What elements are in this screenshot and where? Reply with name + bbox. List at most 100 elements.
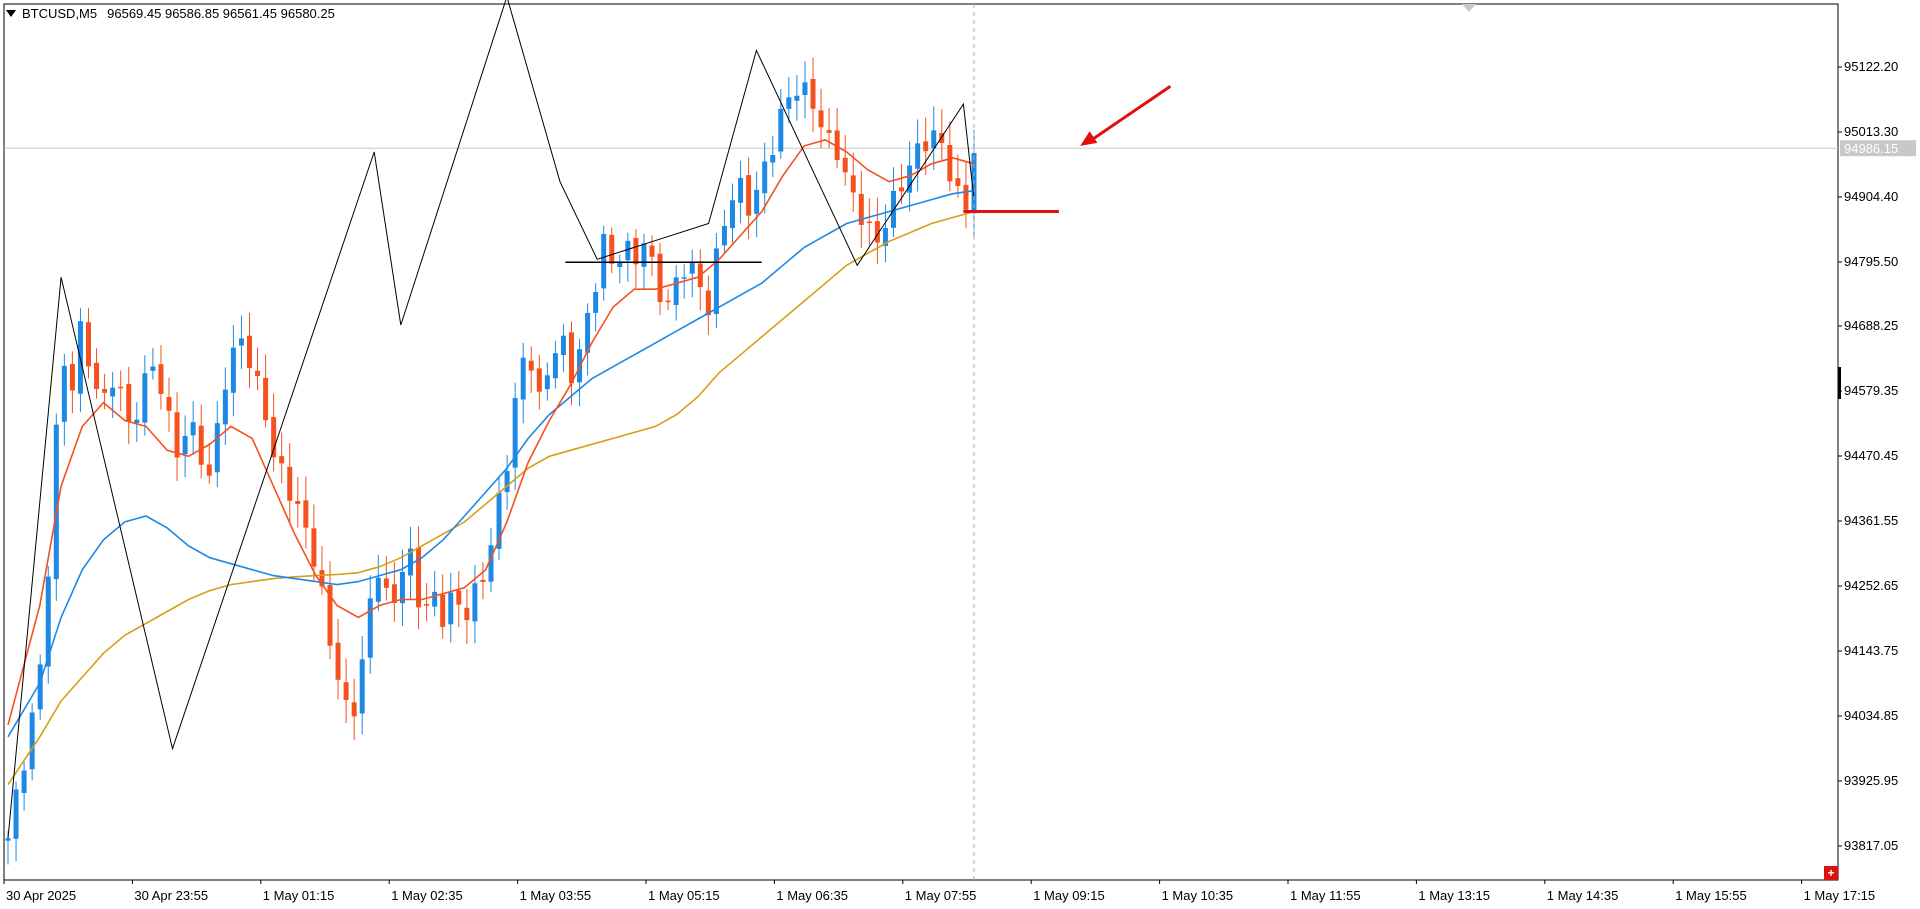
- candle-body: [512, 398, 518, 468]
- candle-body: [142, 373, 148, 423]
- time-tick-label: 30 Apr 2025: [6, 888, 76, 903]
- candle-body: [488, 545, 494, 582]
- price-tick-label: 93925.95: [1844, 773, 1898, 788]
- candle-body: [432, 591, 438, 607]
- price-tick-label: 93817.05: [1844, 838, 1898, 853]
- time-tick-label: 1 May 15:55: [1675, 888, 1747, 903]
- chart-header: BTCUSD,M5 96569.45 96586.85 96561.45 965…: [6, 6, 335, 21]
- candle-body: [520, 357, 526, 400]
- candle-body: [61, 365, 67, 422]
- candle-body: [810, 79, 816, 109]
- candle-body: [134, 419, 140, 424]
- candle-body: [53, 424, 59, 580]
- time-tick-label: 1 May 10:35: [1162, 888, 1234, 903]
- time-tick-label: 1 May 03:55: [520, 888, 592, 903]
- candle-body: [238, 338, 244, 346]
- time-tick-label: 1 May 01:15: [263, 888, 335, 903]
- candle-body: [271, 416, 277, 458]
- candle-body: [738, 177, 744, 203]
- candle-body: [818, 110, 824, 128]
- candle-body: [496, 492, 502, 549]
- chart-shift-icon[interactable]: [1462, 4, 1476, 12]
- candle-body: [955, 178, 961, 187]
- candle-body: [86, 322, 91, 367]
- candle-body: [746, 175, 752, 216]
- candle-body: [585, 312, 591, 353]
- candle-body: [874, 221, 880, 243]
- plot-frame: [3, 3, 1839, 881]
- candle-body: [198, 425, 204, 465]
- ohlc-values: 96569.45 96586.85 96561.45 96580.25: [107, 6, 335, 21]
- candle-body: [110, 387, 116, 397]
- price-tick-label: 94904.40: [1844, 189, 1898, 204]
- candle-body: [625, 240, 631, 261]
- candle-body: [230, 347, 236, 393]
- price-tick-label: 94470.45: [1844, 448, 1898, 463]
- time-tick-label: 1 May 05:15: [648, 888, 720, 903]
- candle-body: [150, 366, 156, 371]
- candle-body: [295, 501, 301, 504]
- candle-body: [705, 290, 711, 316]
- price-tick-label: 94143.75: [1844, 643, 1898, 658]
- time-tick-label: 1 May 11:55: [1290, 888, 1361, 903]
- candle-body: [375, 577, 381, 602]
- price-tick-label: 94688.25: [1844, 318, 1898, 333]
- price-tick-label: 94795.50: [1844, 254, 1898, 269]
- ema-fast-line: [7, 139, 975, 726]
- candle-body: [754, 189, 760, 214]
- candle-body: [778, 108, 784, 152]
- candle-body: [399, 571, 405, 604]
- time-tick-label: 1 May 06:35: [776, 888, 848, 903]
- candle-body: [263, 377, 269, 421]
- candle-body: [504, 471, 510, 493]
- symbol-label: BTCUSD,M5: [22, 6, 98, 21]
- candle-body: [166, 396, 172, 411]
- candle-body: [770, 155, 776, 163]
- autoscroll-plus-icon[interactable]: +: [1824, 866, 1838, 880]
- candle-body: [13, 789, 19, 839]
- candle-body: [440, 594, 446, 627]
- candle-body: [730, 200, 735, 229]
- candle-body: [713, 248, 719, 314]
- candle-body: [850, 175, 856, 193]
- candle-body: [311, 528, 317, 567]
- dropdown-triangle-icon[interactable]: [6, 10, 16, 17]
- candle-body: [641, 243, 647, 267]
- candle-body: [182, 435, 188, 455]
- candle-body: [255, 370, 261, 376]
- time-tick-label: 1 May 17:15: [1804, 888, 1876, 903]
- candle-body: [560, 335, 566, 355]
- price-tick-label: 94361.55: [1844, 513, 1898, 528]
- candle-body: [448, 592, 454, 625]
- candle-body: [126, 383, 132, 422]
- candle-body: [174, 412, 180, 458]
- candle-body: [456, 590, 462, 605]
- candle-body: [190, 422, 196, 436]
- candle-body: [367, 598, 373, 658]
- candle-body: [29, 712, 35, 770]
- candle-body: [5, 838, 11, 841]
- candle-body: [214, 423, 220, 473]
- candle-body: [569, 332, 574, 384]
- candle-body: [158, 364, 164, 394]
- candle-body: [408, 548, 413, 576]
- price-tick-label: 94579.35: [1844, 383, 1898, 398]
- candle-body: [681, 277, 687, 279]
- candle-body: [649, 245, 655, 257]
- candle-body: [416, 547, 422, 608]
- candle-body: [939, 133, 945, 144]
- candle-body: [247, 335, 252, 368]
- time-tick-label: 30 Apr 23:55: [134, 888, 208, 903]
- candle-body: [721, 225, 727, 246]
- price-tick-label: 95122.20: [1844, 59, 1898, 74]
- candle-body: [842, 157, 848, 173]
- candle-body: [480, 579, 486, 583]
- ema-mid-line: [7, 189, 975, 738]
- candle-body: [834, 130, 840, 161]
- candle-body: [617, 262, 623, 268]
- candle-body: [931, 130, 937, 149]
- candle-body: [665, 300, 671, 303]
- candle-body: [858, 193, 864, 225]
